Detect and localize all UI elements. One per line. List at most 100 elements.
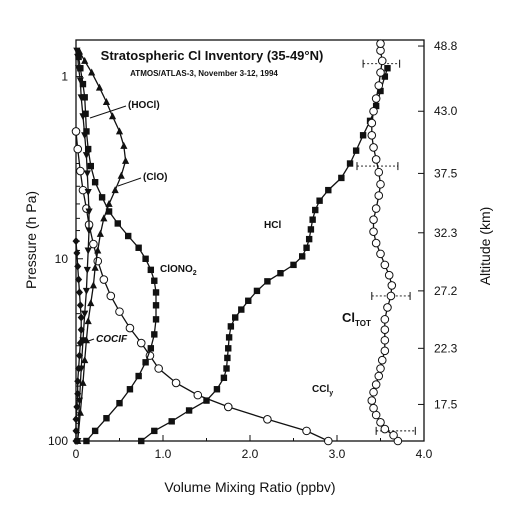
data-point-cltot <box>376 179 385 189</box>
data-point-clo <box>88 68 96 76</box>
data-point-clo <box>91 263 99 271</box>
data-point-cltot <box>380 335 390 345</box>
data-point-cltot <box>374 167 384 177</box>
data-point-hcl <box>352 147 360 154</box>
data-point-cocif <box>74 262 82 271</box>
y2-tick-label: 22.3 <box>434 341 458 355</box>
data-point-clono2 <box>152 302 160 309</box>
data-point-cocif <box>75 275 83 284</box>
data-point-clono2 <box>87 162 94 170</box>
data-point-clo <box>115 127 124 135</box>
data-point-clo <box>84 317 92 325</box>
data-point-hcl <box>338 174 345 182</box>
data-point-hcl <box>264 278 271 285</box>
leader-hocl <box>89 105 127 119</box>
data-point-hocl <box>85 227 93 235</box>
x-tick-label: 3.0 <box>329 447 346 461</box>
data-point-cltot <box>367 130 377 140</box>
y2-tick-label: 43.0 <box>434 104 458 118</box>
data-point-hcl <box>290 261 297 269</box>
data-point-clo <box>120 141 128 149</box>
data-point-ccly <box>106 291 116 301</box>
data-point-cltot <box>371 155 381 164</box>
data-point-hocl <box>76 77 84 85</box>
y-tick-label: 10 <box>55 252 69 266</box>
data-point-hcl <box>232 314 239 321</box>
data-point-clo <box>108 112 117 120</box>
data-point-hcl <box>316 197 323 204</box>
label-ccly-sub: y <box>329 390 333 397</box>
data-point-clono2 <box>142 255 149 262</box>
data-point-cltot <box>380 325 390 334</box>
data-point-hcl <box>238 306 245 313</box>
y2-tick-label: 48.8 <box>434 39 458 53</box>
data-point-cltot <box>377 355 387 365</box>
data-point-clono2 <box>147 266 155 274</box>
data-point-hcl <box>312 206 319 214</box>
data-point-clo <box>105 199 113 207</box>
label-clono2-main: ClONO <box>160 264 193 275</box>
y-tick-label: 100 <box>48 434 68 448</box>
data-point-ccly <box>263 414 272 424</box>
data-point-cltot <box>387 281 397 290</box>
data-point-cltot <box>376 249 385 259</box>
data-point-clono2 <box>125 232 132 240</box>
data-point-clono2 <box>116 399 123 407</box>
data-point-clono2 <box>135 244 142 251</box>
label-clo: (ClO) <box>143 172 167 183</box>
y2-tick-label: 27.2 <box>434 284 458 298</box>
data-point-hcl <box>227 323 235 330</box>
data-point-hcl <box>325 186 332 194</box>
data-point-hcl <box>305 235 313 243</box>
label-hcl: HCl <box>264 220 281 231</box>
data-point-cocif <box>74 377 82 386</box>
data-point-cltot <box>367 118 377 128</box>
data-point-hcl <box>168 418 175 425</box>
data-point-hcl <box>346 160 354 167</box>
data-point-ccly <box>171 378 181 388</box>
data-point-cocif <box>75 364 83 373</box>
data-point-cltot <box>380 424 390 434</box>
data-point-hcl <box>213 386 221 393</box>
data-point-hcl <box>377 87 384 95</box>
series-line-ccly <box>75 131 329 442</box>
axis-ticks: 0 1.0 2.0 3.0 4.0 1 10 100 48.8 43.0 37.5 32.3 27.2 2… <box>48 39 458 461</box>
data-point-hocl <box>82 287 91 295</box>
data-point-ccly <box>125 323 135 333</box>
data-point-hocl <box>83 266 91 274</box>
data-point-hocl <box>85 208 93 216</box>
data-point-cltot <box>376 364 385 373</box>
data-point-clono2 <box>103 415 110 422</box>
data-point-clo <box>89 281 97 289</box>
data-point-clono2 <box>105 208 113 215</box>
data-point-cocif <box>74 389 82 398</box>
data-point-hcl <box>277 270 284 277</box>
data-point-hocl <box>75 65 83 73</box>
data-point-cltot <box>380 260 390 270</box>
data-point-cltot <box>380 346 390 356</box>
data-point-hcl <box>220 374 228 382</box>
data-point-clo <box>81 356 89 364</box>
data-point-cltot <box>371 238 381 248</box>
data-point-ccly <box>76 166 85 176</box>
data-point-cltot <box>376 418 385 427</box>
data-point-ccly <box>73 144 83 154</box>
data-point-hcl <box>384 65 391 72</box>
data-point-cocif <box>75 288 83 297</box>
label-cltot-sub: TOT <box>355 319 371 328</box>
data-point-clo <box>102 98 111 106</box>
data-point-ccly <box>99 275 109 284</box>
leader-clo <box>117 177 142 187</box>
data-point-clono2 <box>151 331 158 338</box>
series-hcl <box>138 65 391 445</box>
data-point-clo <box>96 229 104 237</box>
data-point-hcl <box>224 354 231 362</box>
data-point-ccly <box>223 402 233 412</box>
y-axis-title: Pressure (h Pa) <box>23 191 39 289</box>
data-point-clo <box>121 156 130 164</box>
data-point-hocl <box>81 310 89 318</box>
data-point-cocif <box>77 325 85 334</box>
data-point-hcl <box>225 334 233 341</box>
data-point-hcl <box>185 407 193 414</box>
data-point-clo <box>100 214 108 222</box>
